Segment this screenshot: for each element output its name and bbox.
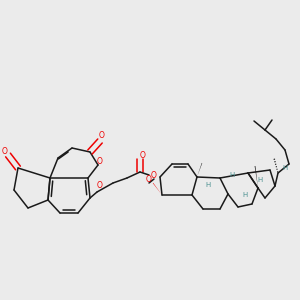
Polygon shape bbox=[153, 183, 162, 195]
Text: O: O bbox=[2, 146, 8, 155]
Text: O: O bbox=[146, 176, 152, 184]
Text: H: H bbox=[206, 182, 211, 188]
Text: O: O bbox=[97, 157, 103, 166]
Text: O: O bbox=[99, 131, 105, 140]
Text: H: H bbox=[282, 165, 288, 171]
Text: H: H bbox=[257, 177, 262, 183]
Text: O: O bbox=[151, 170, 157, 179]
Text: O: O bbox=[140, 151, 146, 160]
Polygon shape bbox=[255, 166, 258, 188]
Text: H: H bbox=[230, 172, 235, 178]
Text: O: O bbox=[97, 182, 103, 190]
Text: H: H bbox=[242, 192, 247, 198]
Polygon shape bbox=[197, 163, 202, 177]
